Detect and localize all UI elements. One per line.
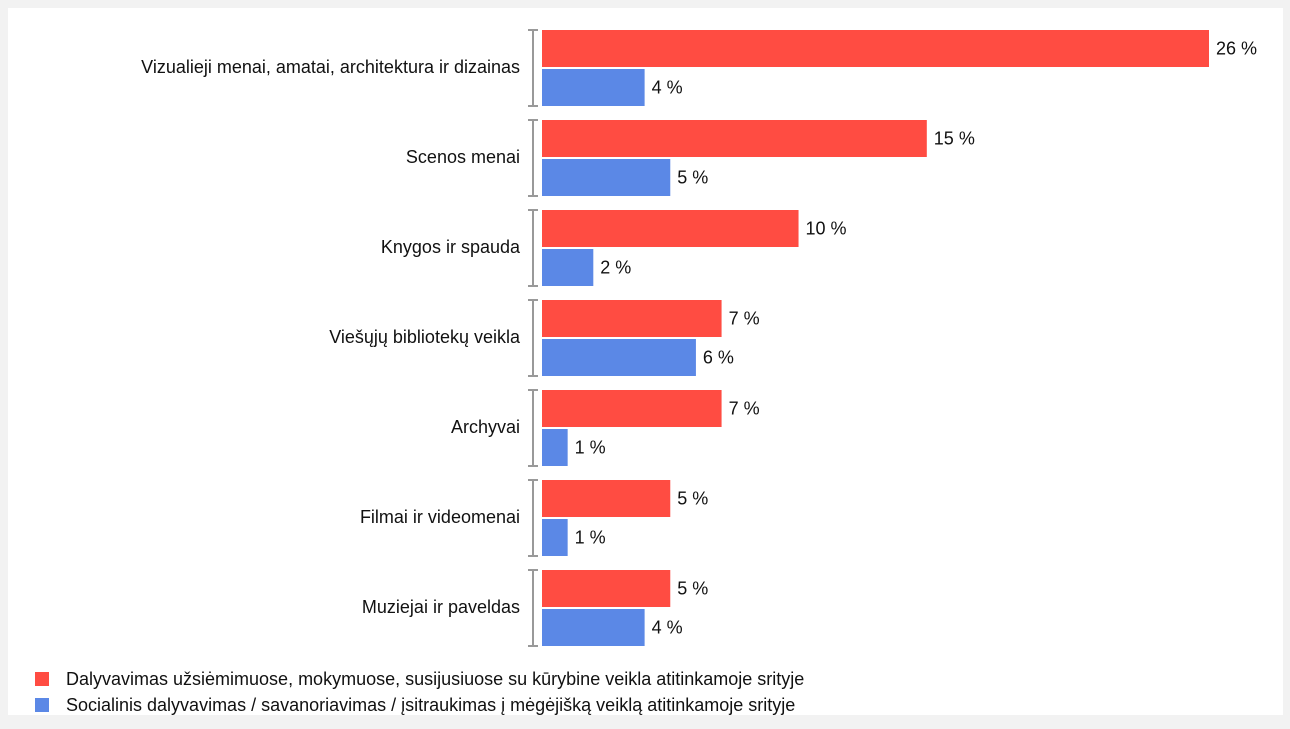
value-label: 7 % bbox=[729, 308, 760, 328]
value-label: 5 % bbox=[677, 488, 708, 508]
value-label: 4 % bbox=[652, 77, 683, 97]
bar bbox=[542, 339, 696, 376]
bar bbox=[542, 480, 671, 517]
bar bbox=[542, 570, 671, 607]
category-label: Knygos ir spauda bbox=[381, 237, 521, 257]
bar bbox=[542, 519, 568, 556]
value-label: 1 % bbox=[575, 437, 606, 457]
value-label: 5 % bbox=[677, 578, 708, 598]
bar bbox=[542, 69, 645, 106]
value-label: 15 % bbox=[934, 128, 975, 148]
bar bbox=[542, 429, 568, 466]
value-label: 7 % bbox=[729, 398, 760, 418]
value-label: 4 % bbox=[652, 617, 683, 637]
bar bbox=[542, 30, 1209, 67]
value-label: 26 % bbox=[1216, 38, 1257, 58]
category-label: Muziejai ir paveldas bbox=[362, 597, 520, 617]
bar bbox=[542, 159, 671, 196]
legend-swatch bbox=[35, 698, 49, 712]
value-label: 6 % bbox=[703, 347, 734, 367]
legend-label: Dalyvavimas užsiėmimuose, mokymuose, sus… bbox=[66, 669, 804, 689]
bar bbox=[542, 609, 645, 646]
bar bbox=[542, 300, 722, 337]
value-label: 10 % bbox=[806, 218, 847, 238]
category-label: Archyvai bbox=[451, 417, 520, 437]
category-label: Vizualieji menai, amatai, architektura i… bbox=[141, 57, 520, 77]
category-label: Filmai ir videomenai bbox=[360, 507, 520, 527]
category-label: Scenos menai bbox=[406, 147, 520, 167]
bar bbox=[542, 249, 594, 286]
value-label: 2 % bbox=[600, 257, 631, 277]
value-label: 5 % bbox=[677, 167, 708, 187]
bar bbox=[542, 390, 722, 427]
category-label: Viešųjų bibliotekų veikla bbox=[329, 327, 521, 347]
value-label: 1 % bbox=[575, 527, 606, 547]
bar bbox=[542, 210, 799, 247]
legend-label: Socialinis dalyvavimas / savanoriavimas … bbox=[66, 695, 795, 715]
legend-swatch bbox=[35, 672, 49, 686]
bar bbox=[542, 120, 927, 157]
